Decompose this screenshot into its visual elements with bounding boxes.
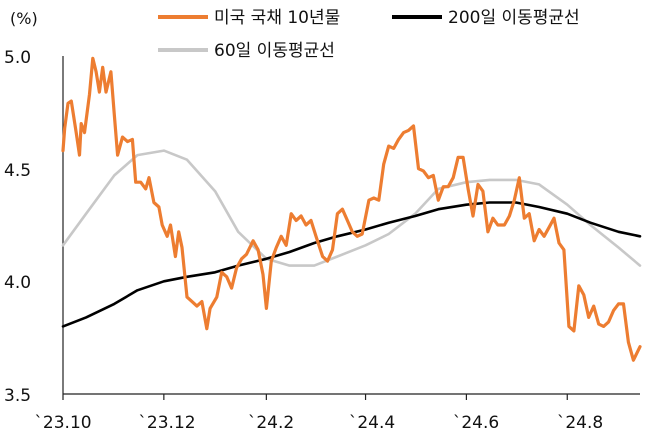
x-tick-label: `24.4 bbox=[349, 413, 395, 433]
series-line-ma60 bbox=[61, 149, 642, 267]
legend: 미국 국채 10년물 200일 이동평균선 60일 이동평균선 bbox=[158, 8, 580, 61]
series-line-us10y bbox=[61, 56, 642, 362]
x-tick-label: `24.6 bbox=[453, 413, 499, 433]
y-tick-label: 4.5 bbox=[4, 161, 31, 181]
legend-label-us10y: 미국 국채 10년물 bbox=[214, 8, 340, 28]
legend-label-ma200: 200일 이동평균선 bbox=[448, 8, 580, 28]
y-tick-label: 4.0 bbox=[4, 273, 31, 293]
x-tick-label: `23.12 bbox=[138, 413, 195, 433]
legend-label-ma60: 60일 이동평균선 bbox=[214, 41, 335, 61]
x-tick-label: `24.8 bbox=[557, 413, 603, 433]
y-unit-label: (%) bbox=[10, 9, 38, 28]
x-tick-marks bbox=[62, 394, 568, 400]
y-tick-label: 3.5 bbox=[4, 386, 31, 406]
y-tick-label: 5.0 bbox=[4, 48, 31, 68]
x-tick-label: `24.2 bbox=[248, 413, 294, 433]
x-tick-label: `23.10 bbox=[34, 413, 91, 433]
